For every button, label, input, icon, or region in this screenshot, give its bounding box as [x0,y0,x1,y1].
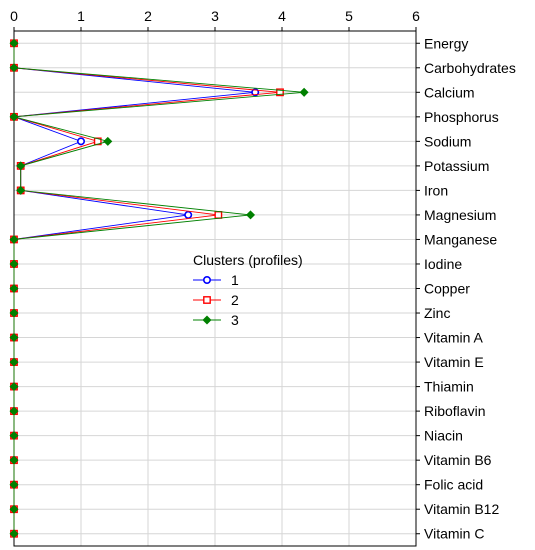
legend-swatch-marker [203,296,211,304]
category-label: Energy [424,35,468,51]
grid [14,31,416,546]
series-3-point [9,406,19,416]
x-axis-ticks: 0 1 2 3 4 5 6 [10,8,420,31]
category-label: Vitamin E [424,354,484,370]
legend: Clusters (profiles) 1 2 3 [193,252,303,328]
series-3-point [9,382,19,392]
category-label: Magnesium [424,207,496,223]
series-3-point [9,259,19,269]
series-3-point [9,112,19,122]
legend-item-2: 2 [193,292,239,308]
series-3-point [9,357,19,367]
series-3-point [9,63,19,73]
x-tick-label: 3 [211,8,219,24]
legend-swatch-marker [203,275,212,284]
series-3-point [9,504,19,514]
series-3-point [16,161,26,171]
category-label: Phosphorus [424,109,499,125]
x-tick-label: 2 [144,8,152,24]
series-3-point [9,283,19,294]
category-label: Copper [424,281,470,297]
series-1-point [77,137,86,146]
category-label: Riboflavin [424,403,485,419]
series-1-point [251,88,260,97]
legend-item-3: 3 [193,312,239,328]
x-tick-label: 1 [77,8,85,24]
category-label: Carbohydrates [424,60,516,76]
series-3-point [9,333,19,343]
category-label: Thiamin [424,379,474,395]
series-3-point [16,185,26,195]
category-label: Calcium [424,84,475,100]
legend-label: 3 [231,312,239,328]
x-tick-label: 4 [278,8,286,24]
series-3-point [9,480,19,490]
x-tick-label: 5 [345,8,353,24]
legend-label: 1 [231,272,239,288]
category-label: Sodium [424,133,471,149]
category-label: Potassium [424,158,489,174]
category-label: Vitamin B12 [424,501,499,517]
series-3-point [246,210,256,220]
legend-title: Clusters (profiles) [193,252,303,268]
x-tick-label: 0 [10,8,18,24]
series-lines [9,38,309,539]
category-label: Vitamin C [424,526,484,542]
series-3-point [9,308,19,318]
series-3-point [9,529,19,539]
series-3 [9,38,309,539]
series-3-point [9,38,19,48]
series-1-point [184,210,193,219]
series-3-point [9,455,19,465]
series-3-point [9,431,19,441]
series-2-point [214,211,223,219]
category-label: Iodine [424,256,462,272]
category-label: Folic acid [424,477,483,493]
series-3-point [103,136,113,146]
legend-items: 1 2 3 [193,272,239,328]
x-tick-label: 6 [412,8,420,24]
series-3-point [9,234,19,244]
category-label: Niacin [424,428,463,444]
category-axis: Energy Carbohydrates Calcium Phosphorus Sodi… [416,35,516,542]
legend-item-1: 1 [193,272,239,288]
category-label: Vitamin A [424,330,484,346]
legend-label: 2 [231,292,239,308]
category-label: Manganese [424,231,497,247]
category-label: Vitamin B6 [424,452,492,468]
series-3-point [299,87,309,97]
legend-swatch-marker [202,315,212,325]
category-label: Iron [424,182,448,198]
category-label: Zinc [424,305,450,321]
series-2-point [276,88,284,97]
